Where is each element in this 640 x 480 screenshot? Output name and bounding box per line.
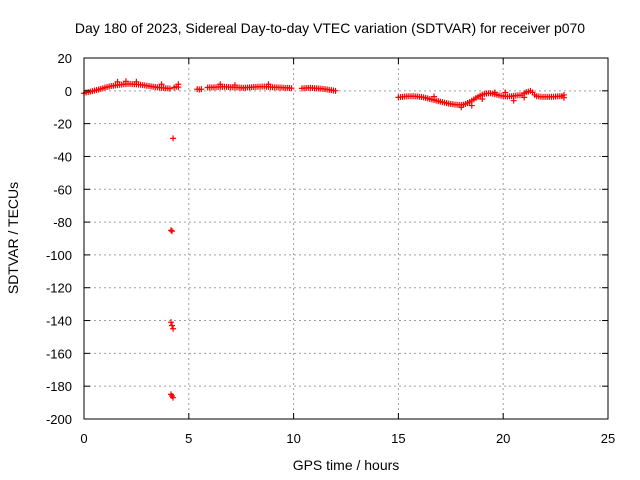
y-tick-label: -140	[46, 314, 72, 329]
data-point	[198, 86, 205, 93]
data-point	[479, 96, 486, 103]
y-tick-label: -20	[53, 117, 72, 132]
data-point	[169, 322, 176, 329]
data-point	[332, 87, 339, 94]
data-point	[231, 82, 238, 89]
y-tick-label: -180	[46, 379, 72, 394]
data-point	[521, 94, 528, 101]
data-point	[458, 104, 465, 111]
data-point	[170, 325, 177, 332]
data-point	[133, 78, 140, 85]
data-point	[158, 81, 165, 88]
y-axis-label: SDTVAR / TECUs	[5, 182, 21, 294]
grid-layer	[84, 58, 608, 419]
data-point	[122, 78, 129, 85]
chart-title: Day 180 of 2023, Sidereal Day-to-day VTE…	[75, 20, 585, 36]
data-point	[167, 319, 174, 326]
data-point	[288, 85, 295, 92]
x-tick-label: 10	[286, 431, 300, 446]
data-point	[502, 89, 509, 96]
y-tick-label: -200	[46, 412, 72, 427]
data-point	[167, 227, 174, 234]
y-tick-label: -100	[46, 248, 72, 263]
x-tick-label: 5	[185, 431, 192, 446]
data-point	[491, 89, 498, 96]
x-axis-label: GPS time / hours	[293, 457, 400, 473]
y-tick-label: -40	[53, 149, 72, 164]
y-tick-label: 0	[65, 84, 72, 99]
data-point	[265, 81, 272, 88]
data-point	[175, 81, 182, 88]
data-point	[114, 78, 121, 85]
data-point	[431, 93, 438, 100]
y-tick-label: 20	[58, 51, 72, 66]
data-point	[166, 85, 173, 92]
data-point	[560, 91, 567, 98]
x-tick-label: 25	[601, 431, 615, 446]
axis-ticks: 20 0 -20 -40 -60 -80 -100 -120 -140 -160 -180 -200 0…	[46, 51, 615, 446]
x-tick-label: 15	[391, 431, 405, 446]
data-point	[169, 228, 176, 235]
data-point	[468, 102, 475, 109]
y-tick-label: -120	[46, 281, 72, 296]
data-point	[510, 97, 517, 104]
x-tick-label: 20	[496, 431, 510, 446]
y-tick-label: -160	[46, 346, 72, 361]
data-points	[81, 78, 567, 401]
data-point	[217, 81, 224, 88]
data-point	[170, 394, 177, 401]
y-tick-label: -60	[53, 182, 72, 197]
data-point	[170, 135, 177, 142]
plot-frame	[83, 57, 609, 420]
x-tick-label: 0	[80, 431, 87, 446]
y-tick-label: -80	[53, 215, 72, 230]
